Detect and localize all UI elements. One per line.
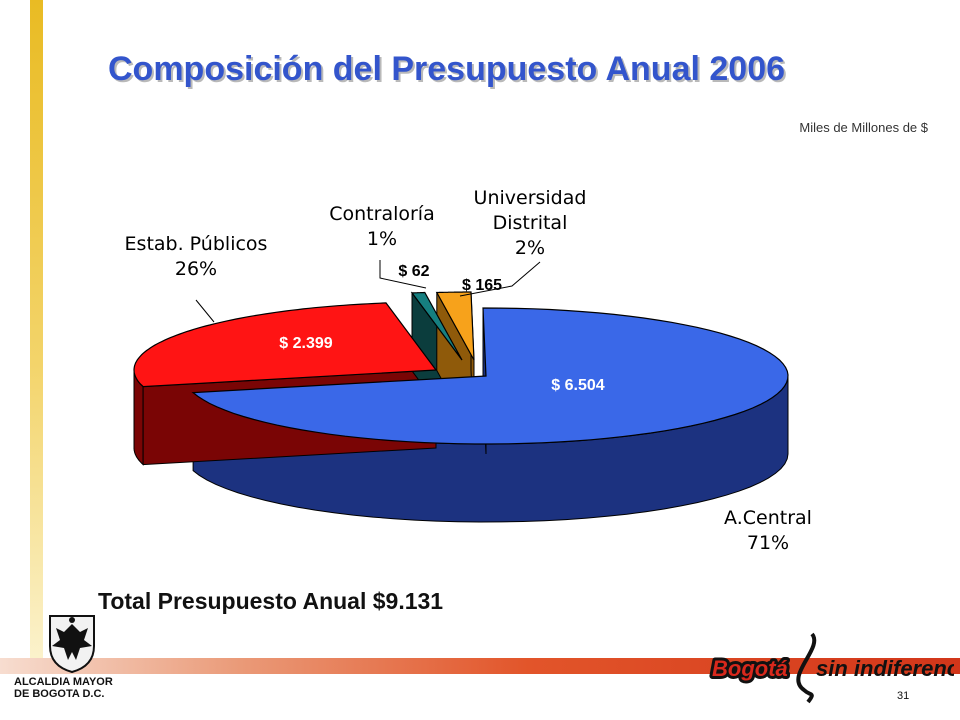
value-label-a-central: $ 6.504 (551, 377, 604, 394)
slide-title: Composición del Presupuesto Anual 2006 (108, 50, 786, 88)
brand-right-text: sin indiferencia (816, 656, 954, 681)
slice-a-central (191, 307, 789, 445)
leader-line-universidad-distrital (459, 261, 541, 297)
category-label-a-central: A.Central 71% (724, 507, 812, 554)
units-label: Miles de Millones de $ (799, 120, 928, 135)
bogota-sin-indiferencia-logo: Bogotá Bogotá sin indiferencia (709, 632, 954, 704)
category-label-universidad-distrital: Universidad Distrital 2% (474, 187, 587, 259)
slice-universidad-distrital (435, 291, 475, 361)
coat-of-arms-logo (49, 615, 95, 674)
category-label-estab-publicos: Estab. Públicos 26% (125, 233, 268, 280)
category-label-contraloria: Contraloría 1% (329, 203, 434, 250)
slice-contraloria (410, 291, 463, 361)
leader-line-contraloria (379, 260, 427, 289)
total-budget-label: Total Presupuesto Anual $9.131 (98, 588, 444, 614)
brand-left-outline: Bogotá (712, 656, 788, 681)
footer-band (0, 658, 960, 674)
value-label-contraloria: $ 62 (398, 263, 429, 280)
brand-left-text: Bogotá (712, 656, 788, 681)
accent-bar (30, 0, 43, 660)
slice-estab-publicos (133, 302, 438, 388)
page-number: 31 (897, 690, 910, 702)
value-label-estab-publicos: $ 2.399 (279, 335, 332, 352)
organization-name: ALCALDIA MAYOR DE BOGOTA D.C. (14, 676, 113, 700)
leader-line-estab-publicos (195, 299, 215, 323)
